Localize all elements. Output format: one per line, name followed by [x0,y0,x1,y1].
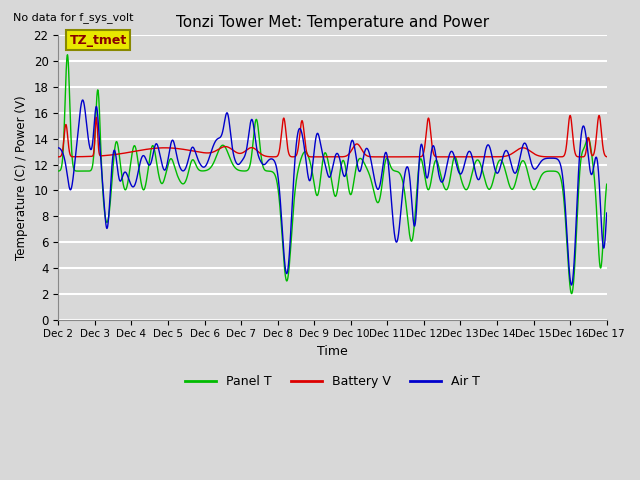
Legend: Panel T, Battery V, Air T: Panel T, Battery V, Air T [180,370,484,393]
Text: No data for f_sys_volt: No data for f_sys_volt [13,12,133,23]
Text: TZ_tmet: TZ_tmet [69,34,127,47]
Title: Tonzi Tower Met: Temperature and Power: Tonzi Tower Met: Temperature and Power [176,15,489,30]
X-axis label: Time: Time [317,345,348,358]
Y-axis label: Temperature (C) / Power (V): Temperature (C) / Power (V) [15,95,28,260]
